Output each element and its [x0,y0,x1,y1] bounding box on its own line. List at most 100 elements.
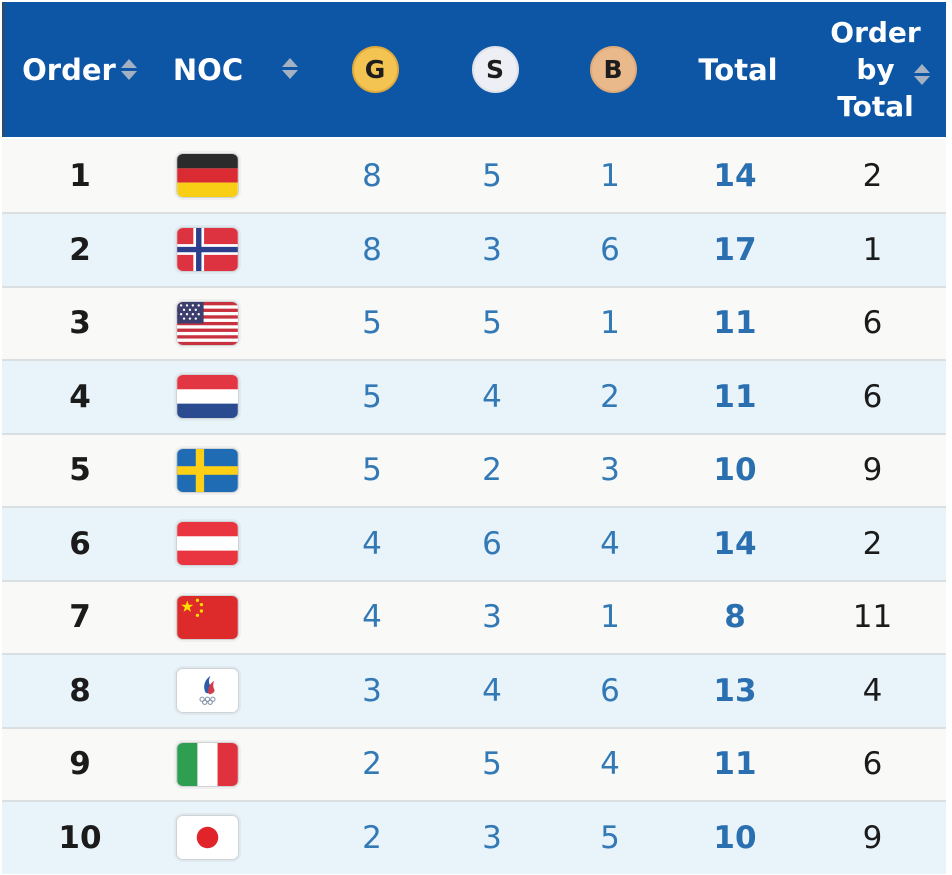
total-count[interactable]: 11 [713,378,757,415]
table-row: 3 5 5 1 11 6 [2,285,946,359]
sort-icon[interactable] [118,59,140,80]
table-row: 2 8 3 6 17 1 [2,212,946,286]
silver-count[interactable]: 3 [482,231,502,268]
column-header-total: Total [671,53,805,87]
total-count[interactable]: 13 [713,672,757,709]
bronze-count[interactable]: 1 [600,599,620,636]
silver-count[interactable]: 5 [482,157,502,194]
bronze-count[interactable]: 6 [600,231,620,268]
silver-count[interactable]: 3 [482,819,502,856]
noc-cell [142,374,312,420]
total-count[interactable]: 17 [713,231,757,268]
order-cell: 1 [69,157,91,194]
order-by-total-cell: 9 [862,452,883,489]
silver-count[interactable]: 4 [482,378,502,415]
noc-header-label: NOC [172,52,244,87]
table-row: 5 5 2 3 10 9 [2,432,946,506]
order-cell: 3 [69,305,91,342]
order-cell: 5 [69,452,91,489]
bronze-count[interactable]: 5 [600,819,620,856]
total-count[interactable]: 11 [713,746,757,783]
total-header-label: Total [698,52,778,87]
order-by-total-cell: 6 [862,746,883,783]
column-header-gold: G [315,46,435,93]
total-count[interactable]: 14 [713,157,757,194]
sort-icon[interactable] [279,58,301,79]
bronze-count[interactable]: 1 [600,305,620,342]
order-cell: 7 [69,599,91,636]
bronze-count[interactable]: 6 [600,672,620,709]
order-by-total-cell: 2 [862,157,883,194]
order-by-total-cell: 2 [862,525,883,562]
total-count[interactable]: 14 [713,525,757,562]
gold-count[interactable]: 3 [362,672,382,709]
column-header-noc[interactable]: NOC [145,53,315,87]
flag-norway [175,227,239,273]
flag-china [175,594,239,640]
gold-count[interactable]: 4 [362,599,382,636]
order-cell: 6 [69,525,91,562]
order-by-total-cell: 1 [862,231,883,268]
table-row: 1 8 5 1 14 2 [2,139,946,212]
total-count[interactable]: 10 [713,452,757,489]
noc-cell [142,815,312,861]
gold-count[interactable]: 4 [362,525,382,562]
gold-count[interactable]: 2 [362,746,382,783]
sort-icon[interactable] [911,64,933,85]
silver-medal-icon: S [471,46,519,93]
flag-japan [175,815,239,861]
table-body: 1 8 5 1 14 2 2 8 3 6 17 1 [2,139,946,874]
gold-count[interactable]: 5 [362,452,382,489]
silver-count[interactable]: 5 [482,305,502,342]
gold-count[interactable]: 5 [362,305,382,342]
order-by-total-cell: 11 [852,599,893,636]
silver-count[interactable]: 3 [482,599,502,636]
table-row: 8 3 4 6 13 4 [2,653,946,727]
gold-count[interactable]: 8 [362,157,382,194]
table-header: Order NOC G S B Total Order by Total [2,2,946,137]
flag-austria [175,521,239,567]
flag-roc [175,668,239,714]
flag-italy [175,741,239,787]
flag-germany [175,153,239,198]
order-by-total-cell: 6 [862,378,883,415]
column-header-order-by-total[interactable]: Order by Total [805,14,946,125]
noc-cell [142,741,312,787]
silver-count[interactable]: 2 [482,452,502,489]
table-row: 10 2 3 5 10 9 [2,800,946,874]
order-by-total-cell: 4 [862,672,883,709]
order-by-total-cell: 6 [862,305,883,342]
order-cell: 2 [69,231,91,268]
order-by-total-label-line2: by [856,53,895,86]
gold-count[interactable]: 2 [362,819,382,856]
flag-united-states [175,300,239,346]
column-header-silver: S [435,46,555,93]
column-header-order[interactable]: Order [5,53,145,87]
silver-count[interactable]: 4 [482,672,502,709]
noc-cell [142,521,312,567]
bronze-count[interactable]: 2 [600,378,620,415]
total-count[interactable]: 11 [713,305,757,342]
noc-cell [142,153,312,198]
column-header-bronze: B [555,46,671,93]
bronze-count[interactable]: 4 [600,746,620,783]
silver-count[interactable]: 6 [482,525,502,562]
total-count[interactable]: 10 [713,819,757,856]
gold-count[interactable]: 5 [362,378,382,415]
silver-count[interactable]: 5 [482,746,502,783]
table-row: 9 2 5 4 11 6 [2,726,946,800]
bronze-count[interactable]: 1 [600,157,620,194]
bronze-count[interactable]: 3 [600,452,620,489]
order-cell: 4 [69,378,91,415]
gold-count[interactable]: 8 [362,231,382,268]
gold-medal-icon: G [351,46,399,93]
bronze-medal-icon: B [589,46,637,93]
total-count[interactable]: 8 [724,599,746,636]
order-cell: 9 [69,746,91,783]
bronze-count[interactable]: 4 [600,525,620,562]
flag-sweden [175,447,239,493]
noc-cell [142,594,312,640]
noc-cell [142,447,312,493]
order-header-label: Order [22,52,116,87]
